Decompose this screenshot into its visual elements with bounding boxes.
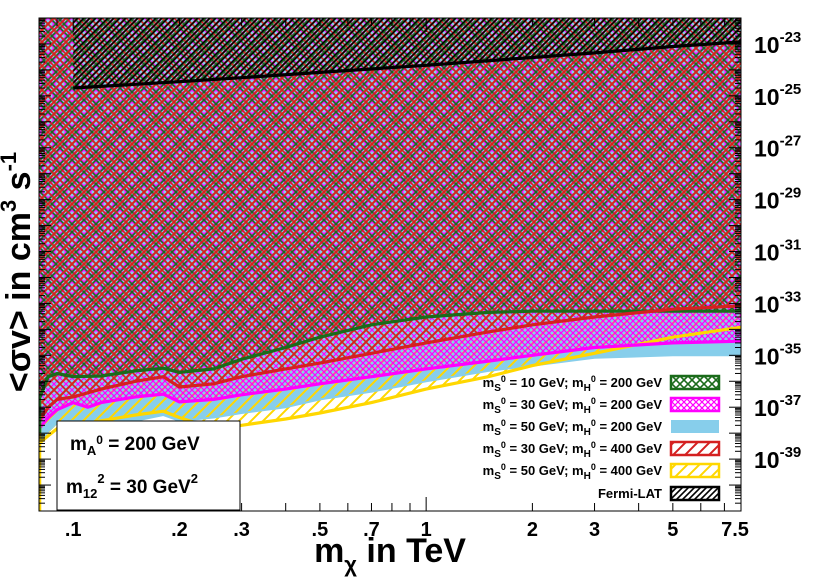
legend-swatch — [669, 440, 721, 457]
legend-swatch — [669, 374, 721, 391]
annotation-ma0: mA0 = 200 GeV — [70, 433, 200, 458]
legend-entry-label: Fermi-LAT — [598, 486, 662, 501]
series-line-3 — [39, 304, 741, 422]
annotation-m12: m122 = 30 GeV2 — [66, 471, 198, 501]
legend-swatch — [671, 420, 719, 433]
x-tick-label: 3 — [589, 519, 600, 541]
x-tick-label: .3 — [233, 519, 250, 541]
legend-swatch — [669, 462, 721, 479]
y-tick-label: 10-27 — [754, 133, 801, 162]
x-tick-label: .2 — [171, 519, 188, 541]
legend-entry-label: mS0 = 50 GeV; mH0 = 400 GeV — [483, 462, 663, 482]
x-tick-label: .5 — [312, 519, 329, 541]
y-tick-label: 10-33 — [754, 288, 801, 317]
y-tick-label: 10-25 — [754, 81, 801, 110]
legend-entry-label: mS0 = 30 GeV; mH0 = 200 GeV — [483, 396, 663, 416]
x-axis-title: mχ in TeV — [314, 532, 466, 577]
x-tick-label: .7 — [363, 519, 380, 541]
x-tick-label: 1 — [421, 519, 432, 541]
x-tick-label: 5 — [667, 519, 678, 541]
x-tick-label: 2 — [527, 519, 538, 541]
series-line-5 — [73, 40, 741, 90]
y-axis-title: <σv> in cm3 s-1 — [0, 152, 38, 392]
y-tick-label: 10-31 — [754, 237, 801, 266]
y-tick-label: 10-29 — [754, 185, 801, 214]
y-tick-label: 10-23 — [754, 29, 801, 58]
legend-entry-label: mS0 = 30 GeV; mH0 = 400 GeV — [483, 440, 663, 460]
annotation-frame — [56, 420, 241, 511]
y-tick-label: 10-35 — [754, 340, 801, 369]
y-tick-label: 10-39 — [754, 444, 801, 473]
exclusion-region-5 — [73, 18, 741, 88]
legend-swatch — [669, 485, 721, 502]
y-tick-label: 10-37 — [754, 392, 801, 421]
legend-entry-label: mS0 = 10 GeV; mH0 = 200 GeV — [483, 374, 663, 394]
annotation-box: mA0 = 200 GeV m122 = 30 GeV2 — [56, 420, 241, 511]
series-line-0 — [39, 309, 741, 401]
legend-entry-label: mS0 = 50 GeV; mH0 = 200 GeV — [483, 418, 663, 438]
x-tick-label: .1 — [65, 519, 82, 541]
legend-swatch — [669, 396, 721, 413]
x-tick-label: 7.5 — [721, 519, 749, 541]
series-line-1 — [39, 339, 741, 430]
plot-frame — [38, 17, 742, 512]
